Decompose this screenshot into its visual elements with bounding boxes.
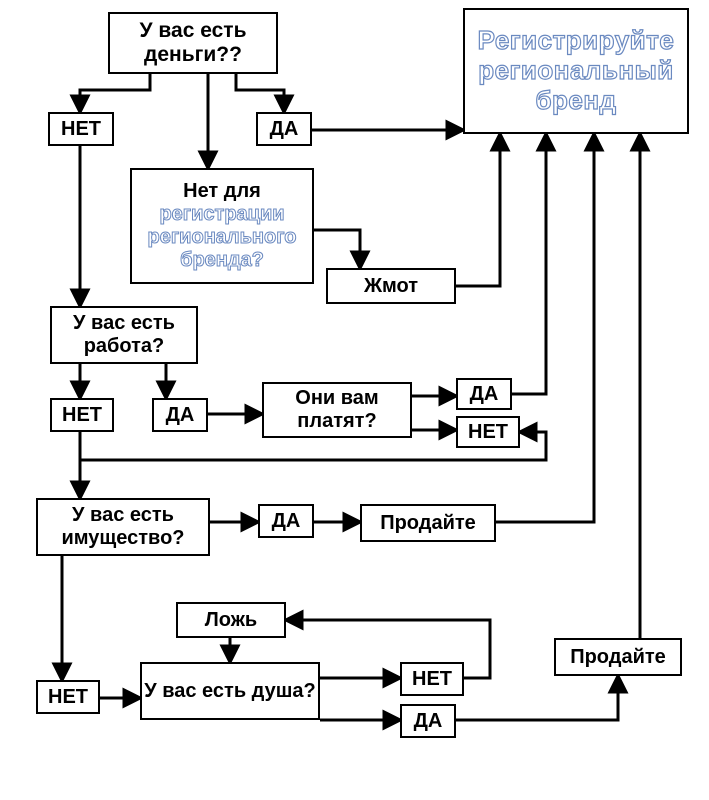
node-property: У вас есть имущество?	[36, 498, 210, 556]
edge-6	[456, 134, 500, 286]
node-zhmot: Жмот	[326, 268, 456, 304]
edge-0	[80, 74, 150, 112]
node-yes2: ДА	[152, 398, 208, 432]
node-noForReg: Нет длярегистрациирегиональногобренда?	[130, 168, 314, 284]
node-register: Регистрируйте региональный бренд	[463, 8, 689, 134]
node-yes3: ДА	[456, 378, 512, 410]
node-lie: Ложь	[176, 602, 286, 638]
node-no3: НЕТ	[456, 416, 520, 448]
node-no1: НЕТ	[48, 112, 114, 146]
node-pay: Они вам платят?	[262, 382, 412, 438]
edge-12	[512, 134, 546, 394]
node-soul: У вас есть душа?	[140, 662, 320, 720]
edge-5	[314, 230, 360, 268]
node-no5: НЕТ	[400, 662, 464, 696]
flowchart-canvas: У вас есть деньги?? Регистрируйте региона…	[0, 0, 709, 800]
edge-2	[236, 74, 284, 112]
node-yes4: ДА	[258, 504, 314, 538]
node-work: У вас есть работа?	[50, 306, 198, 364]
node-sell1: Продайте	[360, 504, 496, 542]
edge-24	[456, 676, 618, 720]
node-money: У вас есть деньги??	[108, 12, 278, 74]
node-yes5: ДА	[400, 704, 456, 738]
node-sell2: Продайте	[554, 638, 682, 676]
node-yes1: ДА	[256, 112, 312, 146]
node-no4: НЕТ	[36, 680, 100, 714]
node-no2: НЕТ	[50, 398, 114, 432]
edge-17	[496, 134, 594, 522]
